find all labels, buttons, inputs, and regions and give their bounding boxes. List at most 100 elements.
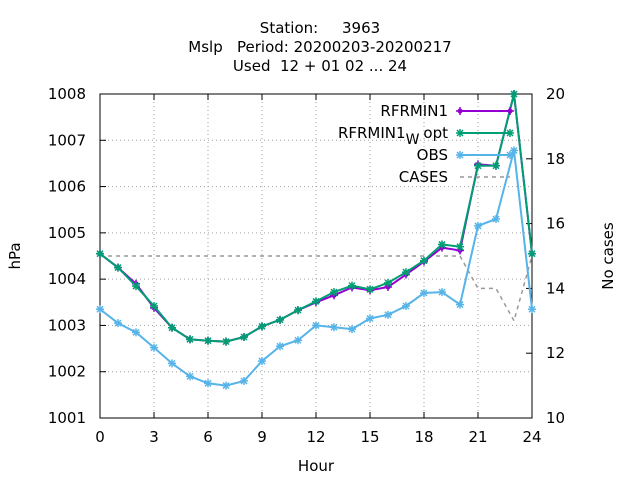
y2-tick-label: 14 (546, 279, 565, 297)
axis-ticks: 0 3 6 9 12 15 18 21 24 1001 1002 1003 1004 1005 1006 10… (48, 85, 565, 446)
data-point (402, 268, 410, 277)
series-3 (100, 255, 533, 323)
title-line-1: Station: 3963 (260, 19, 380, 37)
y-tick-label: 1005 (48, 224, 86, 242)
data-point (438, 240, 446, 249)
data-point (348, 325, 356, 334)
data-point (168, 323, 176, 332)
series (96, 90, 536, 390)
legend-label: RFRMIN1W opt (338, 124, 448, 148)
data-point (492, 161, 500, 170)
data-point (510, 90, 518, 98)
data-point (96, 249, 104, 258)
legend-entry: OBS (417, 146, 514, 164)
data-point (402, 301, 410, 310)
data-point (132, 328, 140, 337)
x-tick-label: 18 (414, 428, 433, 446)
title-line-2: Mslp Period: 20200203-20200217 (188, 38, 451, 56)
data-point (456, 107, 464, 115)
data-point (222, 337, 230, 346)
data-point (150, 343, 158, 352)
x-tick-label: 24 (522, 428, 541, 446)
data-point (456, 300, 464, 309)
y2-tick-label: 20 (546, 85, 565, 103)
data-point (456, 242, 464, 251)
x-tick-label: 0 (95, 428, 105, 446)
data-point (384, 278, 392, 287)
y2-tick-label: 12 (546, 344, 565, 362)
y2-axis-label: No cases (599, 222, 617, 290)
x-tick-label: 6 (203, 428, 213, 446)
data-point (456, 129, 464, 137)
data-point (258, 322, 266, 331)
data-point (294, 336, 302, 345)
y2-tick-label: 10 (546, 409, 565, 427)
data-point (384, 310, 392, 319)
data-point (222, 381, 230, 390)
title-line-3: Used 12 + 01 02 ... 24 (233, 57, 407, 75)
data-point (276, 315, 284, 324)
x-tick-label: 9 (257, 428, 267, 446)
y-tick-label: 1008 (48, 85, 86, 103)
data-point (438, 288, 446, 297)
y2-tick-label: 16 (546, 215, 565, 233)
data-point (258, 357, 266, 366)
x-tick-label: 3 (149, 428, 159, 446)
data-point (420, 256, 428, 265)
data-point (96, 305, 104, 314)
data-point (366, 285, 374, 294)
data-point (474, 161, 482, 170)
series-2 (96, 146, 536, 390)
data-point (456, 151, 464, 159)
data-point (132, 282, 140, 291)
series-1 (96, 90, 536, 346)
data-point (506, 129, 514, 137)
x-axis-label: Hour (298, 457, 335, 475)
data-point (474, 221, 482, 230)
data-point (506, 107, 514, 115)
data-point (150, 301, 158, 310)
y-axis-label: hPa (6, 242, 24, 269)
data-point (330, 323, 338, 332)
data-point (330, 288, 338, 297)
legend-label: RFRMIN1 (380, 102, 448, 120)
data-point (366, 314, 374, 323)
data-point (240, 376, 248, 385)
data-point (204, 379, 212, 388)
y-tick-label: 1007 (48, 131, 86, 149)
data-point (506, 151, 514, 159)
data-point (114, 263, 122, 272)
y-tick-label: 1004 (48, 270, 86, 288)
legend-entry: RFRMIN1W opt (338, 124, 514, 148)
data-point (528, 305, 536, 314)
data-point (186, 372, 194, 381)
x-tick-label: 15 (360, 428, 379, 446)
y-tick-label: 1003 (48, 316, 86, 334)
data-point (348, 281, 356, 290)
data-point (204, 336, 212, 345)
x-tick-label: 21 (468, 428, 487, 446)
y-tick-label: 1006 (48, 178, 86, 196)
data-point (420, 289, 428, 298)
legend-label: CASES (399, 168, 448, 186)
y2-tick-label: 18 (546, 150, 565, 168)
data-point (294, 306, 302, 315)
series-0 (96, 90, 536, 346)
x-tick-label: 12 (306, 428, 325, 446)
legend-label: OBS (417, 146, 448, 164)
data-point (312, 297, 320, 306)
data-point (186, 335, 194, 344)
y-tick-label: 1001 (48, 409, 86, 427)
data-point (528, 249, 536, 258)
data-point (240, 333, 248, 341)
data-point (168, 359, 176, 368)
legend-entry: CASES (399, 168, 510, 186)
y-tick-label: 1002 (48, 363, 86, 381)
data-point (492, 214, 500, 223)
data-point (114, 319, 122, 328)
data-point (312, 321, 320, 330)
legend-entry: RFRMIN1 (380, 102, 514, 120)
chart-title: Station: 3963 Mslp Period: 20200203-2020… (188, 19, 451, 75)
